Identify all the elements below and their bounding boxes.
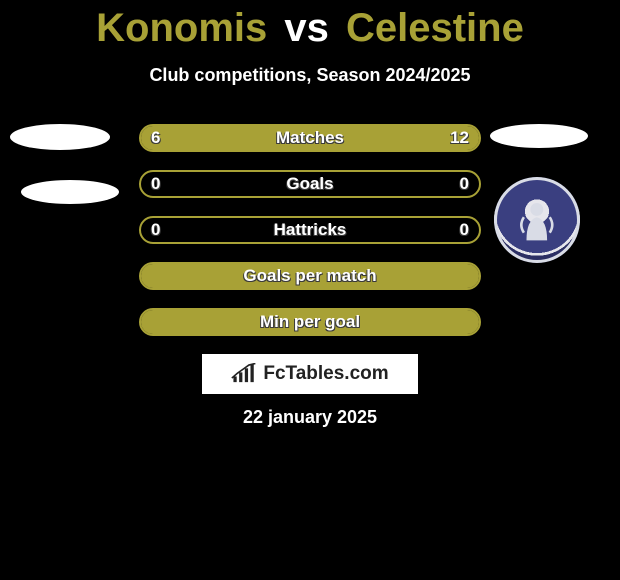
chart-icon [231,363,257,385]
stat-bar: 612Matches [139,124,481,152]
stat-bar: Min per goal [139,308,481,336]
stat-bar: Goals per match [139,262,481,290]
stat-label: Goals per match [141,264,479,288]
stat-label: Min per goal [141,310,479,334]
player2-name: Celestine [346,6,524,50]
subtitle: Club competitions, Season 2024/2025 [0,65,620,86]
player1-name: Konomis [96,6,267,50]
player2-club-badge [494,177,580,263]
stat-label: Goals [141,172,479,196]
page-title: Konomis vs Celestine [0,0,620,51]
stat-bar: 00Goals [139,170,481,198]
stats-bars: 612Matches 00Goals 00Hattricks Goals per ma… [139,124,481,354]
watermark-text: FcTables.com [263,363,388,385]
stat-label: Hattricks [141,218,479,242]
stat-label: Matches [141,126,479,150]
player2-logo-placeholder-1 [490,124,588,148]
watermark: FcTables.com [202,354,418,394]
club-crest-icon [511,194,563,246]
stat-bar: 00Hattricks [139,216,481,244]
player1-logo-placeholder-2 [21,180,119,204]
date-label: 22 january 2025 [0,407,620,428]
vs-label: vs [284,6,329,50]
player1-logo-placeholder-1 [10,124,110,150]
